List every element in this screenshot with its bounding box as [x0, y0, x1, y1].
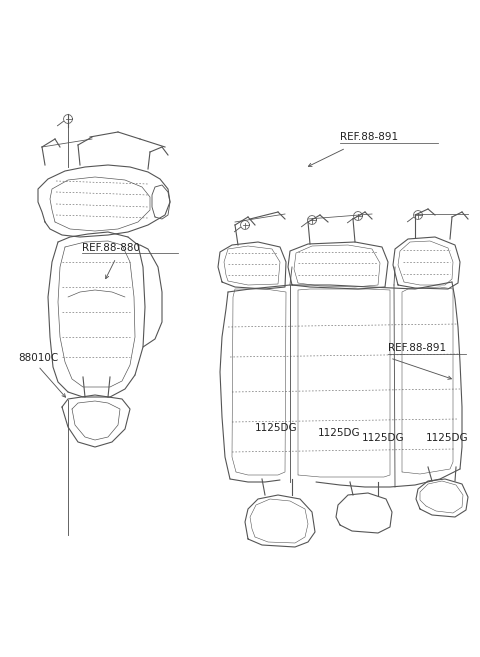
- Text: 1125DG: 1125DG: [362, 433, 405, 443]
- Text: REF.88-880: REF.88-880: [82, 243, 140, 253]
- Text: 1125DG: 1125DG: [426, 433, 468, 443]
- Text: REF.88-891: REF.88-891: [388, 343, 446, 353]
- Text: 1125DG: 1125DG: [318, 428, 360, 438]
- Text: REF.88-891: REF.88-891: [340, 132, 398, 142]
- Text: 88010C: 88010C: [18, 353, 58, 363]
- Text: 1125DG: 1125DG: [255, 423, 298, 433]
